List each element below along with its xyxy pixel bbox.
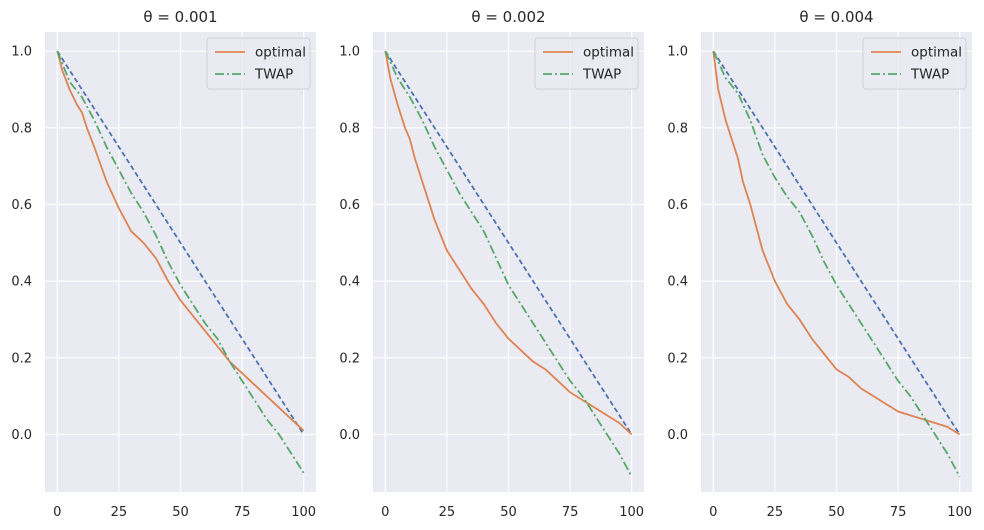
x-tick-label: 25 <box>767 505 784 520</box>
y-tick-label: 0.2 <box>11 351 32 366</box>
legend: optimal TWAP <box>862 37 967 90</box>
y-tick-label: 0.8 <box>667 121 688 136</box>
x-tick-label: 50 <box>828 505 845 520</box>
x-tick-label: 25 <box>111 505 128 520</box>
legend-label: TWAP <box>254 67 293 83</box>
y-tick-label: 0.8 <box>11 121 32 136</box>
x-tick-label: 100 <box>947 505 972 520</box>
series-line-optimal <box>384 51 633 436</box>
chart-panel-3: 0 25 50 75 100 0.0 0.2 0.4 0.6 0.8 1.0 θ = 0.004 opt… <box>667 8 972 520</box>
legend-frame <box>862 37 967 90</box>
chart-title: θ = 0.004 <box>799 8 873 26</box>
series-line-twap <box>384 50 633 478</box>
y-tick-label: 1.0 <box>667 45 688 60</box>
chart-panel-1: 0 25 50 75 100 0.0 0.2 0.4 0.6 0.8 1.0 θ = 0.001 opt… <box>11 8 316 520</box>
legend: optimal TWAP <box>206 37 311 90</box>
x-tick-label: 0 <box>381 505 389 520</box>
y-tick-label: 1.0 <box>11 45 32 60</box>
y-tick-label: 0.4 <box>667 275 688 290</box>
x-tick-label: 75 <box>234 505 251 520</box>
legend-label: optimal <box>583 45 634 61</box>
chart-panel-2: 0 25 50 75 100 0.0 0.2 0.4 0.6 0.8 1.0 θ = 0.002 opt… <box>339 8 644 520</box>
legend-label: TWAP <box>582 67 621 83</box>
y-tick-label: 0.2 <box>667 351 688 366</box>
x-tick-label: 75 <box>562 505 579 520</box>
y-tick-label: 0.6 <box>667 198 688 213</box>
x-tick-label: 100 <box>291 505 316 520</box>
y-tick-label: 0.4 <box>11 275 32 290</box>
y-tick-label: 0.0 <box>11 428 32 443</box>
x-tick-label: 50 <box>172 505 189 520</box>
x-tick-label: 75 <box>890 505 907 520</box>
legend-frame <box>534 37 639 90</box>
legend-label: TWAP <box>910 67 949 83</box>
legend-frame <box>206 37 311 90</box>
x-tick-label: 50 <box>500 505 517 520</box>
series-line-optimal <box>712 51 961 436</box>
series-line-twap <box>712 50 961 478</box>
x-tick-label: 0 <box>53 505 61 520</box>
x-tick-label: 0 <box>709 505 717 520</box>
series-line-twap <box>56 50 305 474</box>
chart-title: θ = 0.002 <box>471 8 545 26</box>
x-tick-label: 25 <box>439 505 456 520</box>
y-tick-label: 0.6 <box>339 198 360 213</box>
y-tick-label: 0.0 <box>667 428 688 443</box>
y-tick-label: 0.0 <box>339 428 360 443</box>
y-tick-label: 0.2 <box>339 351 360 366</box>
legend-label: optimal <box>911 45 962 61</box>
legend: optimal TWAP <box>534 37 639 90</box>
legend-label: optimal <box>255 45 306 61</box>
series-line-linear-reference <box>384 50 633 435</box>
x-tick-label: 100 <box>619 505 644 520</box>
series-line-optimal <box>56 50 305 432</box>
y-tick-label: 0.8 <box>339 121 360 136</box>
series-line-linear-reference <box>56 50 305 435</box>
chart-title: θ = 0.001 <box>143 8 217 26</box>
y-tick-label: 1.0 <box>339 45 360 60</box>
y-tick-label: 0.4 <box>339 275 360 290</box>
y-tick-label: 0.6 <box>11 198 32 213</box>
series-line-linear-reference <box>712 50 961 435</box>
